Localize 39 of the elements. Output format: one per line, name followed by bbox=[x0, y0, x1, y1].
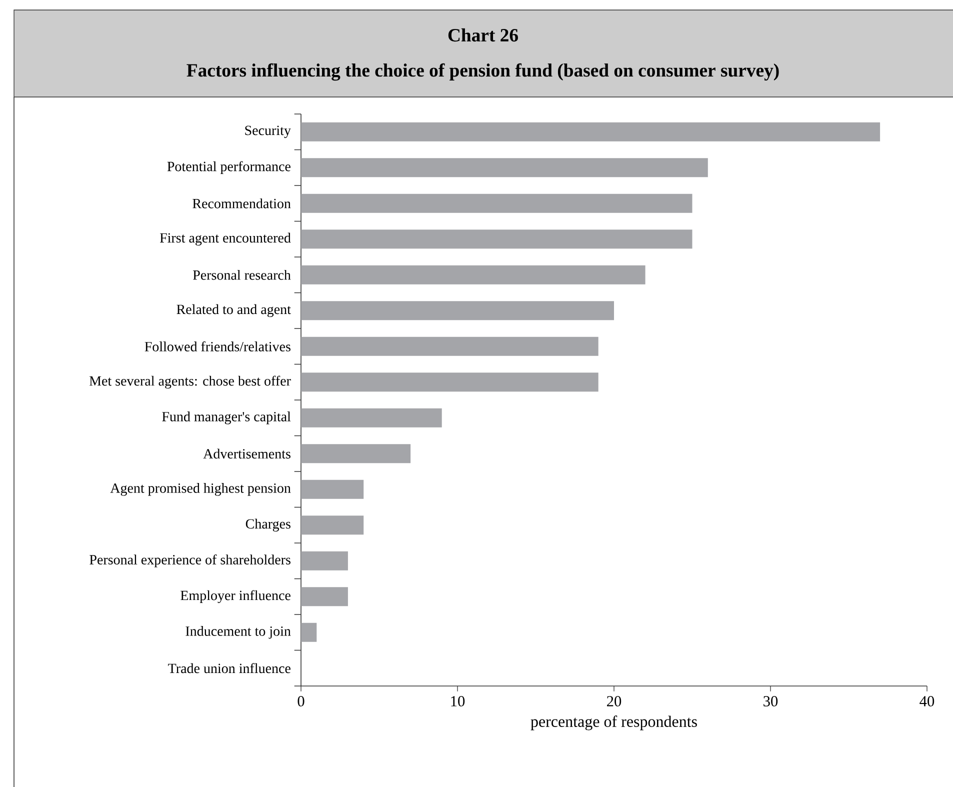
bar bbox=[301, 372, 598, 392]
x-tick-label: 20 bbox=[607, 696, 622, 706]
chart-title: Chart 26 bbox=[448, 28, 518, 42]
chart-subtitle: Factors influencing the choice of pension fund (based on consumer survey) bbox=[186, 63, 779, 81]
y-tick-label: Personal experience of shareholders bbox=[90, 554, 290, 568]
bar bbox=[301, 444, 411, 464]
x-tick-label: 30 bbox=[764, 696, 778, 706]
y-tick-label: Inducement to join bbox=[186, 626, 291, 639]
bar bbox=[301, 122, 880, 142]
y-tick-label: Followed friends/relatives bbox=[144, 341, 290, 352]
bar bbox=[301, 408, 442, 428]
y-tick-label: Fund manager's capital bbox=[162, 412, 291, 424]
x-tick-label: 40 bbox=[920, 696, 934, 706]
x-tick-label: 0 bbox=[298, 696, 304, 706]
x-tick-label: 10 bbox=[451, 696, 465, 706]
y-tick-label: Potential performance bbox=[167, 161, 290, 174]
y-tick-label: Met several agents: chose best offer bbox=[89, 376, 291, 389]
y-tick-label: Charges bbox=[246, 518, 290, 532]
y-tick-label: Agent promised highest pension bbox=[110, 483, 291, 496]
y-tick-label: Employer influence bbox=[180, 590, 290, 604]
bar bbox=[301, 265, 646, 284]
bar bbox=[301, 336, 598, 356]
bar bbox=[301, 622, 317, 642]
bar bbox=[301, 480, 364, 499]
y-tick-label: Personal research bbox=[193, 270, 291, 280]
y-tick-label: First agent encountered bbox=[160, 232, 291, 246]
bar bbox=[301, 194, 692, 213]
y-tick-label: Security bbox=[245, 126, 291, 138]
bar bbox=[301, 301, 614, 320]
y-tick-label: Trade union influence bbox=[168, 663, 290, 674]
bar bbox=[301, 158, 708, 178]
y-tick-label: Recommendation bbox=[192, 198, 291, 208]
bar bbox=[301, 587, 348, 606]
bar bbox=[301, 551, 348, 570]
y-tick-label: Advertisements bbox=[203, 448, 290, 459]
y-tick-label: Related to and agent bbox=[176, 304, 291, 317]
bar bbox=[301, 516, 364, 535]
x-axis-title: percentage of respondents bbox=[530, 716, 697, 730]
bar bbox=[301, 230, 692, 249]
